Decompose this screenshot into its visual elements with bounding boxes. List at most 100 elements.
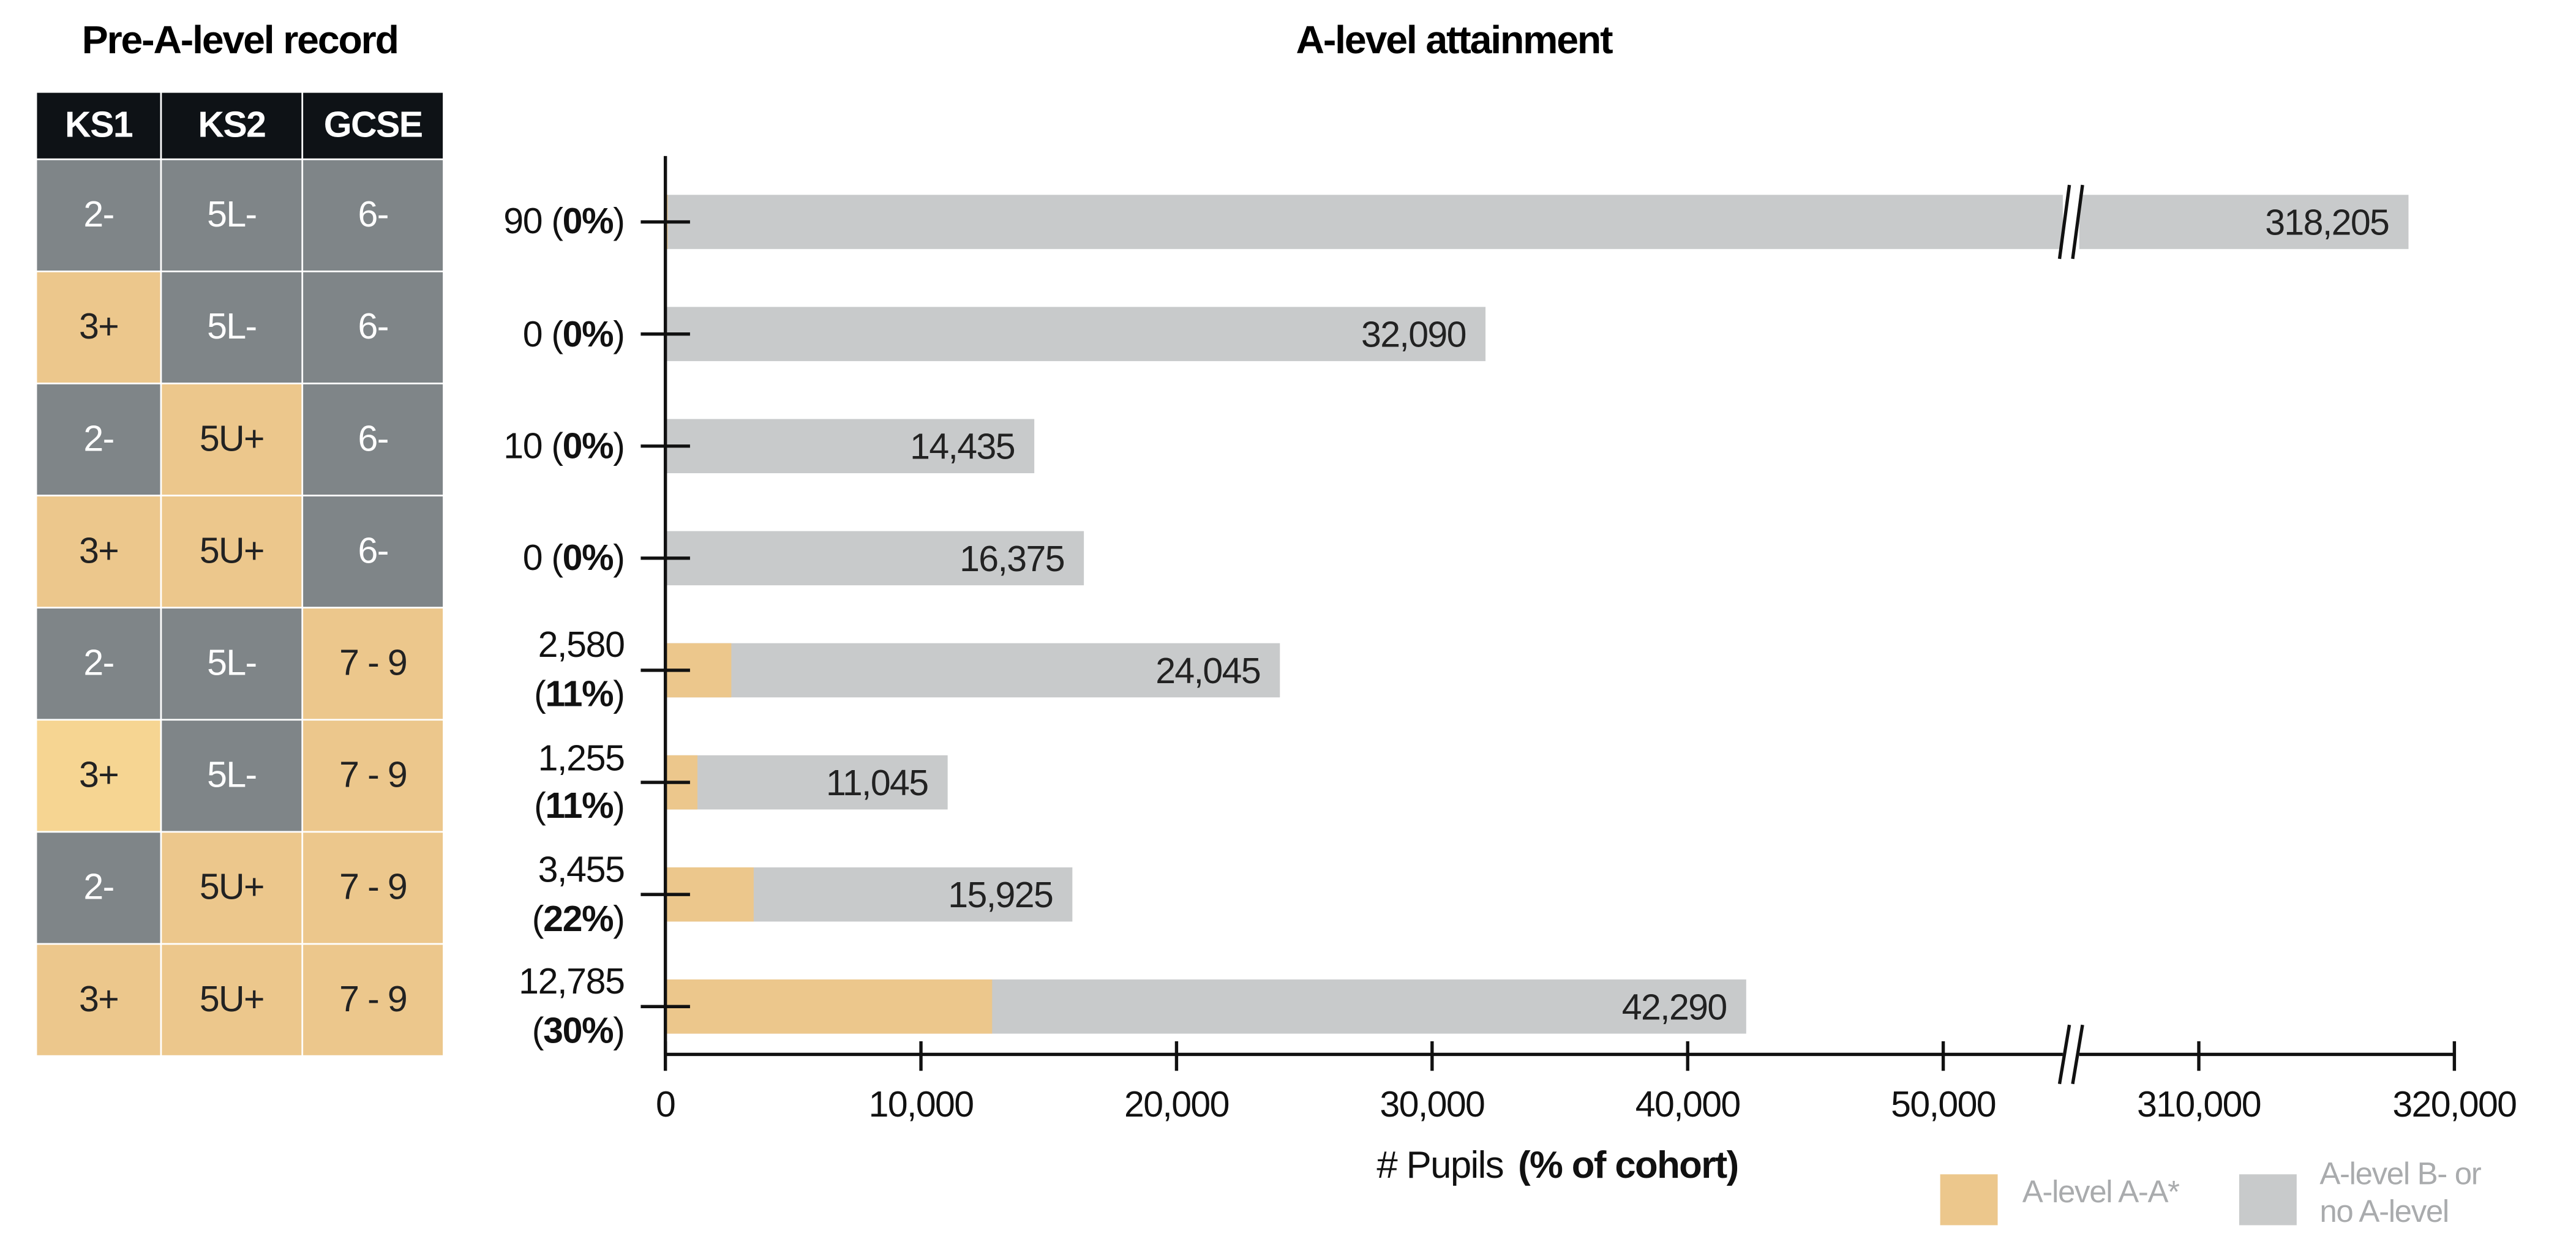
share-label: 0% (551, 313, 624, 354)
cell-text: 5L- (207, 194, 256, 234)
table-cell (160, 719, 304, 833)
table-cell (301, 383, 445, 496)
category-label-text: 1,255 11% (460, 733, 625, 831)
category-label-text: 3,455 22% (460, 846, 625, 943)
x-tick-label: 0 (656, 1084, 675, 1125)
table-cell (160, 607, 304, 721)
cell-text: 5U+ (200, 867, 264, 907)
count-label: 0 (522, 537, 543, 578)
value-label: 14,435 (910, 427, 1015, 467)
share-label: 22% (532, 898, 625, 939)
category-label-text: 2,580 11% (460, 621, 625, 719)
category-label-text: 0 0% (460, 534, 625, 583)
axis-break (2071, 1024, 2084, 1085)
cell-text: 5U+ (200, 979, 264, 1019)
bar (665, 755, 948, 810)
count-label: 12,785 (519, 961, 625, 1003)
table-cell (35, 831, 162, 945)
category-label: 1,255 11% (460, 727, 625, 838)
legend-box: A-level A-A* (2022, 1175, 2180, 1211)
table-cell (160, 495, 304, 609)
header-cell (160, 91, 304, 160)
table-cell (160, 831, 304, 945)
table-cell (35, 158, 162, 272)
table-title: Pre-A-level record (82, 18, 398, 62)
category-label-box: 0 0% (460, 278, 625, 389)
table-cell (301, 943, 445, 1057)
cell-text: 5L- (207, 643, 256, 683)
x-axis-label: # Pupils (1376, 1144, 1503, 1186)
cell-text: 5U+ (200, 530, 264, 571)
cell-text: 3+ (79, 979, 118, 1019)
share-label: 0% (551, 537, 624, 578)
category-label: 3,455 22% (460, 839, 625, 950)
table-cell (35, 719, 162, 833)
share-label: 11% (534, 785, 625, 826)
value-label: 16,375 (959, 539, 1064, 579)
count-label: 1,255 (538, 736, 625, 778)
x-tick-label: 10,000 (869, 1084, 974, 1125)
legend-swatch (2239, 1174, 2297, 1226)
table-cell (301, 719, 445, 833)
cell-text: 2- (83, 418, 113, 459)
x-tick-label: 320,000 (2392, 1084, 2516, 1125)
cell-text: 3+ (79, 530, 118, 571)
x-axis-label: # Pupils (% of cohort) (1376, 1144, 1739, 1186)
table-cell (35, 383, 162, 496)
category-label-box: 90 0% (460, 166, 624, 277)
table-cell (301, 495, 445, 609)
category-label: 90 0% (460, 166, 624, 277)
cell-text: 5L- (207, 306, 256, 346)
share-label: 0% (551, 201, 624, 242)
value-label: 32,090 (1361, 315, 1466, 355)
count-label: 90 (503, 201, 543, 242)
table-cell (301, 158, 445, 272)
cell-text: 2- (83, 867, 113, 907)
x-axis-label-bold: (% of cohort) (1518, 1144, 1738, 1186)
table-cell (160, 158, 304, 272)
cell-text: 7 - 9 (339, 643, 407, 683)
share-label: 30% (532, 1010, 625, 1051)
x-tick-label: 50,000 (1891, 1084, 1996, 1125)
category-label-box: 3,455 22% (460, 839, 625, 950)
chart-title: A-level attainment (1296, 18, 1613, 62)
table-cell (301, 607, 445, 721)
legend-label: A-level B- or no A-level (2319, 1158, 2481, 1230)
category-label-box: 10 0% (460, 391, 624, 502)
category-label-box: 2,580 11% (460, 621, 625, 719)
count-label: 10 (503, 425, 543, 466)
category-label: 12,785 30% (460, 951, 625, 1062)
table-cell (35, 607, 162, 721)
bar (665, 531, 1084, 586)
bar (665, 979, 993, 1034)
count-label: 2,580 (538, 624, 625, 666)
axis-break (2057, 1024, 2071, 1085)
category-label: 0 0% (460, 278, 625, 389)
count-label: 0 (522, 313, 543, 354)
category-label: 0 0% (460, 503, 625, 614)
category-label-box: 12,785 30% (460, 951, 625, 1062)
category-label-text: 0 0% (460, 310, 625, 359)
cell-text: 7 - 9 (339, 755, 407, 795)
legend-label: A-level A-A* (2022, 1175, 2180, 1211)
header-text: KS1 (65, 105, 133, 145)
category-label-text: 12,785 30% (460, 958, 625, 1055)
category-label: 10 0% (460, 391, 624, 502)
bar (665, 307, 1486, 361)
share-label: 11% (534, 673, 625, 714)
x-tick-label: 20,000 (1124, 1084, 1229, 1125)
header-text: GCSE (324, 105, 422, 145)
legend-box: A-level B- or no A-level (2319, 1158, 2481, 1230)
legend-swatch (1940, 1174, 1998, 1226)
cell-text: 3+ (79, 306, 118, 346)
x-tick-label: 40,000 (1635, 1084, 1740, 1125)
table-cell (160, 271, 304, 384)
cell-text: 5L- (207, 755, 256, 795)
x-tick-label: 310,000 (2137, 1084, 2261, 1125)
bar-break (2071, 184, 2084, 260)
cell-text: 6- (358, 530, 388, 571)
cell-text: 2- (83, 643, 113, 683)
bar (665, 643, 1280, 698)
